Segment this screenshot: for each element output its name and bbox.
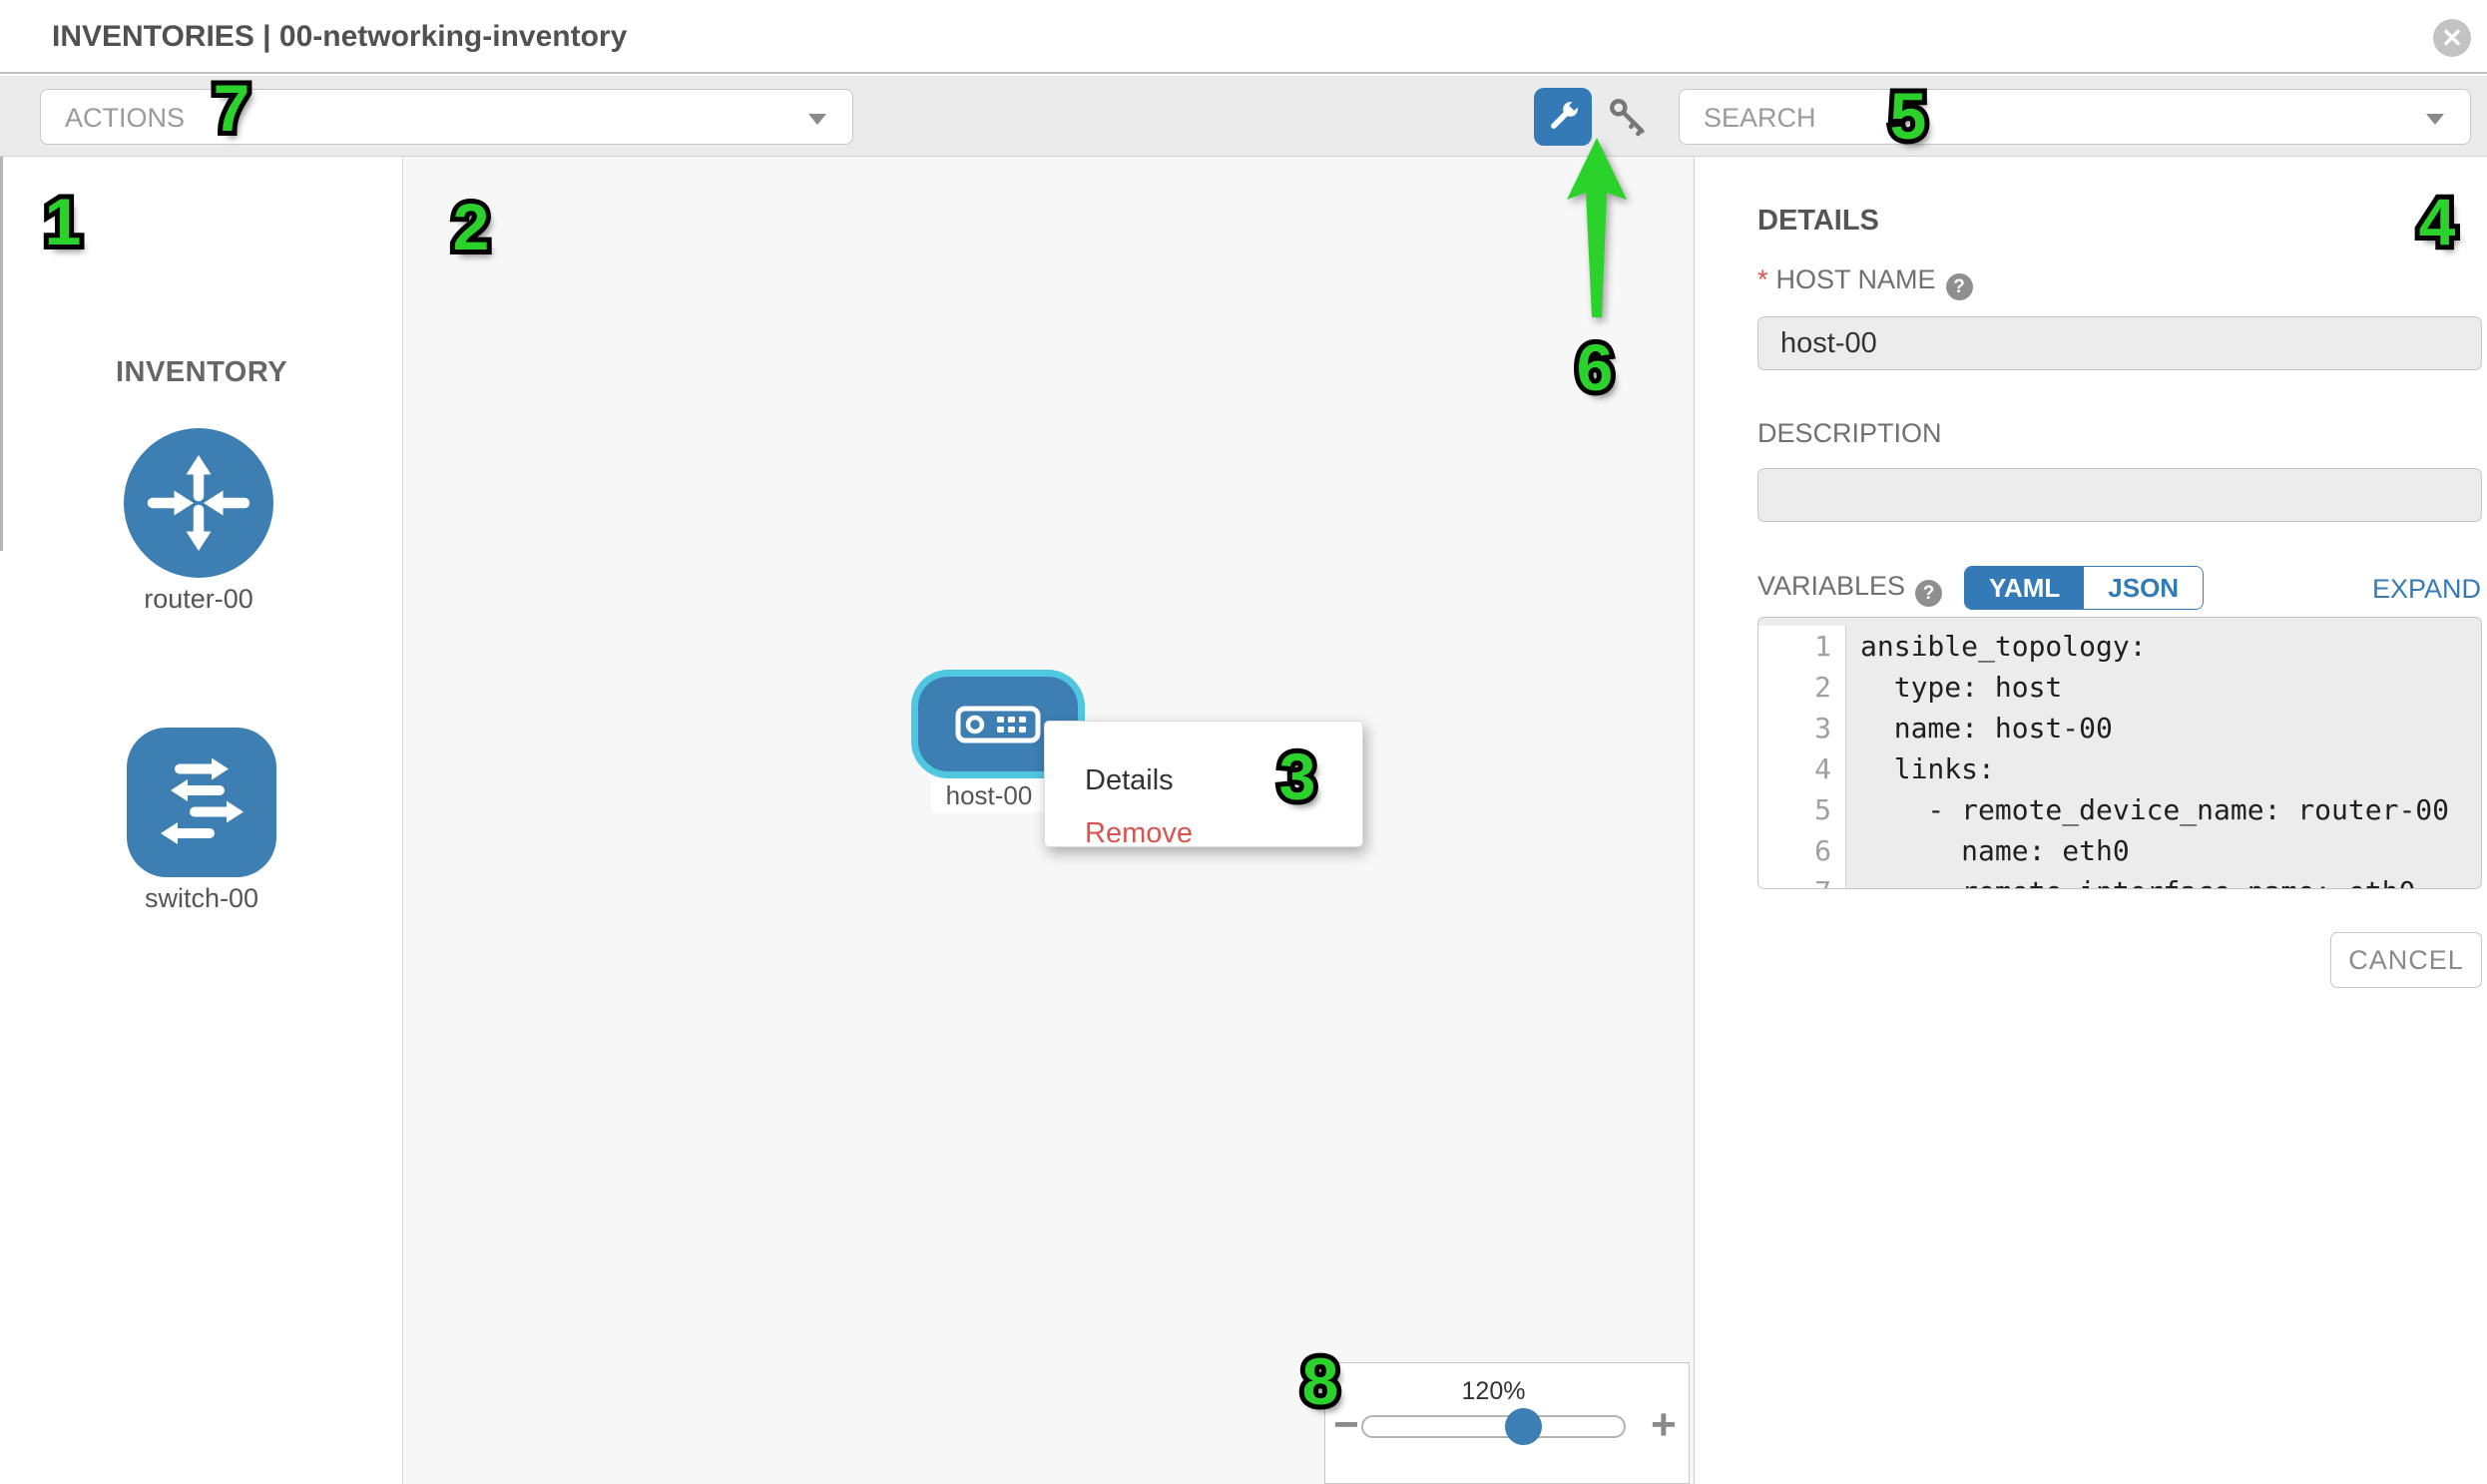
sidebar-scrollbar[interactable] <box>0 157 3 551</box>
palette-item-label: router-00 <box>144 584 253 614</box>
line-text: ansible_topology: <box>1860 630 2147 663</box>
code-line: 3 name: host-00 <box>1758 708 2481 748</box>
search-dropdown-label: SEARCH <box>1704 103 1816 133</box>
context-menu: Details Remove <box>1044 721 1363 849</box>
code-line: 6 name: eth0 <box>1758 830 2481 871</box>
details-panel: DETAILS *HOST NAME? DESCRIPTION VARIABLE… <box>1694 157 2487 1484</box>
close-icon: ✕ <box>2441 23 2463 53</box>
code-line: 4 links: <box>1758 748 2481 789</box>
key-icon <box>1605 94 1651 140</box>
variables-label: VARIABLES? <box>1757 571 1943 607</box>
chevron-down-icon <box>2426 114 2444 125</box>
menu-item-remove[interactable]: Remove <box>1085 817 1193 849</box>
router-icon <box>124 428 273 578</box>
annotation-8: 8 <box>1297 1339 1344 1423</box>
code-line: 1 ansible_topology: <box>1758 626 2481 667</box>
description-input[interactable] <box>1757 468 2482 522</box>
key-button[interactable] <box>1605 94 1651 140</box>
annotation-2: 2 <box>448 185 495 268</box>
menu-item-details[interactable]: Details <box>1085 764 1174 796</box>
palette-item-label: switch-00 <box>144 883 259 913</box>
tab-json[interactable]: JSON <box>2084 567 2204 609</box>
palette-item-switch[interactable]: switch-00 <box>127 728 276 913</box>
tab-yaml[interactable]: YAML <box>1965 567 2085 609</box>
host-name-label-text: HOST NAME <box>1775 264 1936 294</box>
line-number: 3 <box>1758 708 1846 748</box>
wrench-icon <box>1543 97 1583 137</box>
chevron-down-icon <box>808 114 826 125</box>
cancel-button[interactable]: CANCEL <box>2330 932 2482 988</box>
annotation-4: 4 <box>2414 180 2461 263</box>
annotation-6: 6 <box>1572 325 1619 409</box>
zoom-slider-thumb[interactable] <box>1505 1408 1542 1445</box>
header: INVENTORIES | 00-networking-inventory ✕ <box>0 0 2487 74</box>
actions-dropdown-label: ACTIONS <box>65 103 186 133</box>
annotation-arrow-up <box>1564 136 1634 321</box>
line-text: links: <box>1860 752 1995 785</box>
annotation-7: 7 <box>209 66 255 150</box>
line-text: - remote_device_name: router-00 <box>1860 793 2450 826</box>
palette-item-router[interactable]: router-00 <box>124 428 273 614</box>
line-text: remote_interface_name: eth0 <box>1846 871 2415 888</box>
annotation-1: 1 <box>40 180 87 263</box>
toolbar: ACTIONS <box>0 76 2487 157</box>
line-text: type: host <box>1860 671 2063 704</box>
host-name-label: * HOST NAME? <box>1757 264 1973 300</box>
inventory-title: INVENTORY <box>115 356 288 388</box>
inventory-sidebar: INVENTORY router-00 <box>0 157 403 1484</box>
zoom-slider-track[interactable] <box>1361 1408 1626 1445</box>
panel-title: DETAILS <box>1757 205 1879 237</box>
variables-format-toggle: YAML JSON <box>1964 566 2205 610</box>
search-dropdown[interactable]: SEARCH <box>1679 89 2471 145</box>
line-number: 4 <box>1758 748 1846 789</box>
actions-dropdown[interactable]: ACTIONS <box>40 89 853 145</box>
help-icon[interactable]: ? <box>1945 273 1973 300</box>
zoom-out-button[interactable]: − <box>1333 1400 1359 1449</box>
line-number: 2 <box>1758 667 1846 708</box>
zoom-control: 120% − + <box>1324 1362 1690 1484</box>
code-line: 2 type: host <box>1758 667 2481 708</box>
zoom-value: 120% <box>1461 1377 1526 1405</box>
zoom-in-button[interactable]: + <box>1651 1400 1677 1449</box>
line-text: name: host-00 <box>1860 712 2113 744</box>
line-number: 6 <box>1758 830 1846 871</box>
line-number: 1 <box>1758 626 1846 667</box>
annotation-5: 5 <box>1885 74 1932 158</box>
switch-icon <box>127 728 276 877</box>
variables-label-text: VARIABLES <box>1757 571 1906 601</box>
line-number: 7 <box>1758 871 1846 888</box>
annotation-3: 3 <box>1274 735 1321 818</box>
help-icon[interactable]: ? <box>1915 580 1943 607</box>
host-icon <box>955 705 1041 744</box>
page-title: INVENTORIES | 00-networking-inventory <box>52 20 628 53</box>
required-asterisk: * <box>1757 264 1768 294</box>
line-text: name: eth0 <box>1860 834 2130 867</box>
description-label: DESCRIPTION <box>1757 418 1942 448</box>
variables-editor[interactable]: 1 ansible_topology: 2 type: host 3 name: … <box>1757 617 2482 889</box>
host-node-label: host-00 <box>931 778 1047 812</box>
code-line: 5 - remote_device_name: router-00 <box>1758 789 2481 830</box>
close-button[interactable]: ✕ <box>2433 19 2471 57</box>
build-mode-button[interactable] <box>1534 88 1592 146</box>
expand-link[interactable]: EXPAND <box>2371 574 2481 604</box>
host-name-input[interactable] <box>1757 316 2482 370</box>
topology-canvas[interactable]: host-00 Details Remove 120% − + <box>404 157 1694 1484</box>
line-number: 5 <box>1758 789 1846 830</box>
code-line: 7 remote_interface_name: eth0 <box>1758 871 2481 888</box>
